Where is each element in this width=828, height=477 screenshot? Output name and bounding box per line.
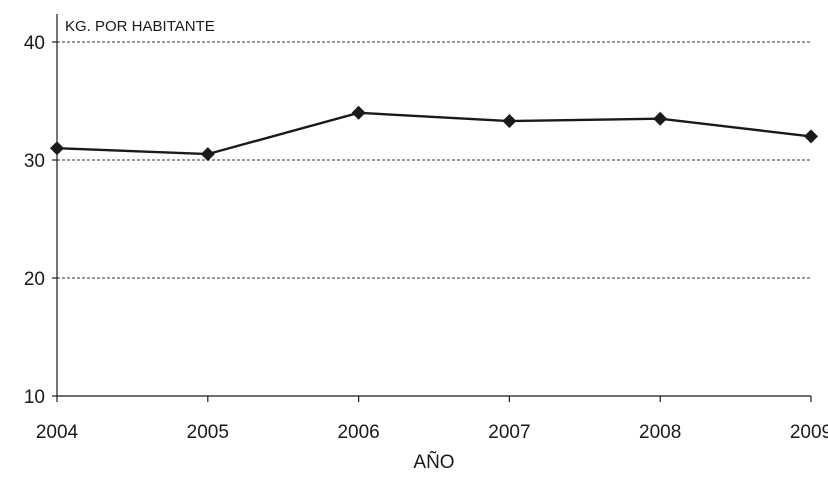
x-axis-title: AÑO — [413, 451, 454, 472]
y-tick-label-20: 20 — [24, 269, 45, 290]
x-tick-label-2004: 2004 — [36, 422, 79, 443]
y-tick-label-40: 40 — [24, 33, 45, 54]
x-tick-label-2006: 2006 — [337, 422, 379, 443]
data-point-2006 — [351, 105, 366, 120]
y-tick-label-30: 30 — [24, 151, 45, 172]
x-ticks: 2004 2005 2006 2007 2008 2009 — [36, 396, 828, 443]
gridlines — [57, 41, 811, 279]
data-series — [50, 105, 818, 162]
data-point-2004 — [50, 141, 64, 156]
axes — [56, 14, 811, 397]
x-tick-label-2008: 2008 — [639, 422, 681, 443]
x-tick-label-2009: 2009 — [790, 422, 828, 443]
y-axis-unit-label: KG. POR HABITANTE — [65, 18, 215, 35]
data-point-2009 — [804, 129, 818, 144]
data-point-2007 — [502, 114, 517, 129]
y-tick-label-10: 10 — [24, 387, 45, 408]
data-point-2005 — [200, 147, 215, 162]
x-tick-label-2007: 2007 — [488, 422, 530, 443]
data-point-2008 — [653, 111, 668, 126]
y-ticks: 10 20 30 40 — [24, 33, 57, 408]
x-tick-label-2005: 2005 — [187, 422, 229, 443]
series-line-0 — [56, 111, 812, 156]
